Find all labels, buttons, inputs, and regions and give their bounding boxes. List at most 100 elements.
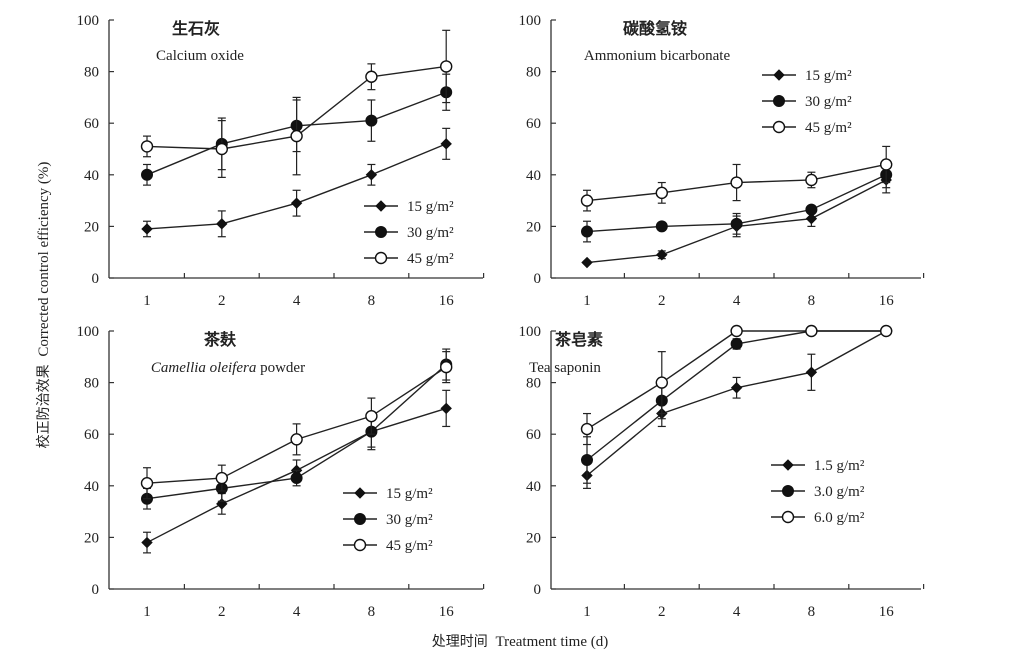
panel-title-en-rest: powder bbox=[260, 360, 305, 376]
data-point bbox=[365, 70, 378, 83]
y-tick-label: 80 bbox=[84, 65, 99, 81]
data-point bbox=[290, 433, 303, 446]
data-point bbox=[365, 169, 378, 181]
legend: 1.5 g/m² 3.0 g/m² 6.0 g/m² bbox=[771, 458, 865, 526]
x-tick-label: 4 bbox=[293, 293, 301, 309]
legend-marker bbox=[772, 120, 786, 134]
data-point bbox=[290, 129, 303, 143]
y-tick-label: 100 bbox=[77, 324, 100, 340]
panel-title-cn: 茶麸 bbox=[203, 330, 237, 349]
x-tick-label: 16 bbox=[439, 293, 455, 309]
legend-marker bbox=[375, 200, 387, 212]
legend-item: 45 g/m² bbox=[364, 251, 454, 267]
x-tick-label: 1 bbox=[583, 293, 591, 309]
y-tick-label: 80 bbox=[526, 376, 541, 392]
x-tick-label: 2 bbox=[218, 604, 226, 620]
panel-title-cn: 茶皂素 bbox=[554, 330, 603, 349]
data-point bbox=[730, 382, 743, 394]
y-tick-label: 20 bbox=[526, 530, 541, 546]
x-tick-label: 4 bbox=[293, 604, 301, 620]
data-point bbox=[730, 217, 743, 230]
legend-label: 6.0 g/m² bbox=[814, 510, 865, 526]
x-tick-label: 4 bbox=[733, 604, 741, 620]
data-point bbox=[216, 218, 228, 230]
y-tick-label: 80 bbox=[84, 376, 99, 392]
y-tick-label: 20 bbox=[84, 219, 99, 235]
legend: 15 g/m² 30 g/m² 45 g/m² bbox=[762, 68, 852, 136]
legend-label: 30 g/m² bbox=[805, 94, 852, 110]
x-axis-label-en: Treatment time (d) bbox=[495, 634, 608, 650]
data-point bbox=[581, 454, 593, 466]
legend-marker bbox=[375, 226, 387, 238]
x-tick-label: 8 bbox=[368, 604, 376, 620]
data-point bbox=[805, 366, 818, 378]
y-tick-label: 0 bbox=[534, 582, 542, 598]
legend-item: 6.0 g/m² bbox=[771, 510, 865, 526]
data-point bbox=[580, 194, 594, 207]
data-point bbox=[440, 402, 452, 415]
panel-title-en: Tea saponin bbox=[529, 360, 601, 376]
series-3 bbox=[580, 324, 893, 446]
data-point bbox=[805, 173, 818, 187]
x-tick-label: 1 bbox=[143, 604, 151, 620]
series-3 bbox=[140, 29, 453, 178]
legend-label: 30 g/m² bbox=[386, 512, 433, 528]
panel-1: 0 20 40 60 80 100 1 2 4 8 16 生石灰 Calcium oxide 15 g/m… bbox=[77, 13, 485, 309]
legend-item: 1.5 g/m² bbox=[771, 458, 865, 474]
panel-title-cn: 生石灰 bbox=[172, 19, 220, 38]
legend-marker bbox=[353, 538, 367, 552]
legend-item: 15 g/m² bbox=[364, 199, 454, 215]
x-tick-label: 16 bbox=[879, 604, 895, 620]
legend-item: 15 g/m² bbox=[343, 486, 433, 502]
legend-label: 1.5 g/m² bbox=[814, 458, 865, 474]
legend-marker bbox=[773, 95, 785, 107]
series-3 bbox=[140, 351, 453, 500]
data-point bbox=[805, 203, 818, 216]
x-axis-label-cn: 处理时间 bbox=[432, 634, 488, 650]
y-tick-label: 60 bbox=[84, 427, 99, 443]
data-point bbox=[656, 249, 668, 261]
series-line bbox=[586, 330, 887, 477]
y-tick-label: 60 bbox=[84, 116, 99, 132]
y-tick-label: 40 bbox=[526, 479, 541, 495]
y-tick-label: 100 bbox=[77, 13, 100, 29]
legend: 15 g/m² 30 g/m² 45 g/m² bbox=[364, 199, 454, 267]
legend-label: 30 g/m² bbox=[407, 225, 454, 241]
panel-3: 0 20 40 60 80 100 1 2 4 8 16 茶麸 Camellia oleifera po… bbox=[77, 324, 485, 620]
legend-label: 45 g/m² bbox=[805, 120, 852, 136]
legend-label: 15 g/m² bbox=[805, 68, 852, 84]
y-axis-label: 校正防治效果 Corrected control efficiency (%) bbox=[35, 162, 52, 449]
x-tick-label: 2 bbox=[658, 293, 666, 309]
y-tick-label: 40 bbox=[84, 168, 99, 184]
legend-marker bbox=[782, 485, 794, 497]
data-point bbox=[141, 536, 153, 549]
series-1 bbox=[141, 127, 452, 238]
legend-marker bbox=[781, 510, 795, 524]
y-tick-label: 20 bbox=[84, 530, 99, 546]
legend-item: 30 g/m² bbox=[364, 225, 454, 241]
data-point bbox=[655, 186, 668, 200]
x-tick-label: 16 bbox=[879, 293, 895, 309]
data-point bbox=[581, 225, 593, 238]
panel-4: 0 20 40 60 80 100 1 2 4 8 16 茶皂素 Tea saponin 1.5 g/m²… bbox=[519, 324, 925, 620]
legend-label: 45 g/m² bbox=[407, 251, 454, 267]
legend-item: 30 g/m² bbox=[762, 94, 852, 110]
panel-title-cn: 碳酸氢铵 bbox=[623, 19, 687, 38]
x-tick-label: 2 bbox=[218, 293, 226, 309]
data-point bbox=[805, 324, 818, 338]
legend-item: 15 g/m² bbox=[762, 68, 852, 84]
y-tick-label: 20 bbox=[526, 219, 541, 235]
legend-label: 3.0 g/m² bbox=[814, 484, 865, 500]
x-tick-label: 16 bbox=[439, 604, 455, 620]
y-tick-label: 40 bbox=[526, 168, 541, 184]
x-tick-label: 8 bbox=[368, 293, 376, 309]
y-tick-label: 100 bbox=[519, 13, 542, 29]
y-axis-label-cn: 校正防治效果 bbox=[35, 364, 52, 448]
data-point bbox=[730, 176, 743, 189]
data-point bbox=[365, 114, 378, 127]
data-point bbox=[215, 471, 229, 485]
legend: 15 g/m² 30 g/m² 45 g/m² bbox=[343, 486, 433, 554]
legend-item: 45 g/m² bbox=[762, 120, 852, 136]
panel-title-en: Camellia oleifera powder bbox=[151, 360, 305, 376]
